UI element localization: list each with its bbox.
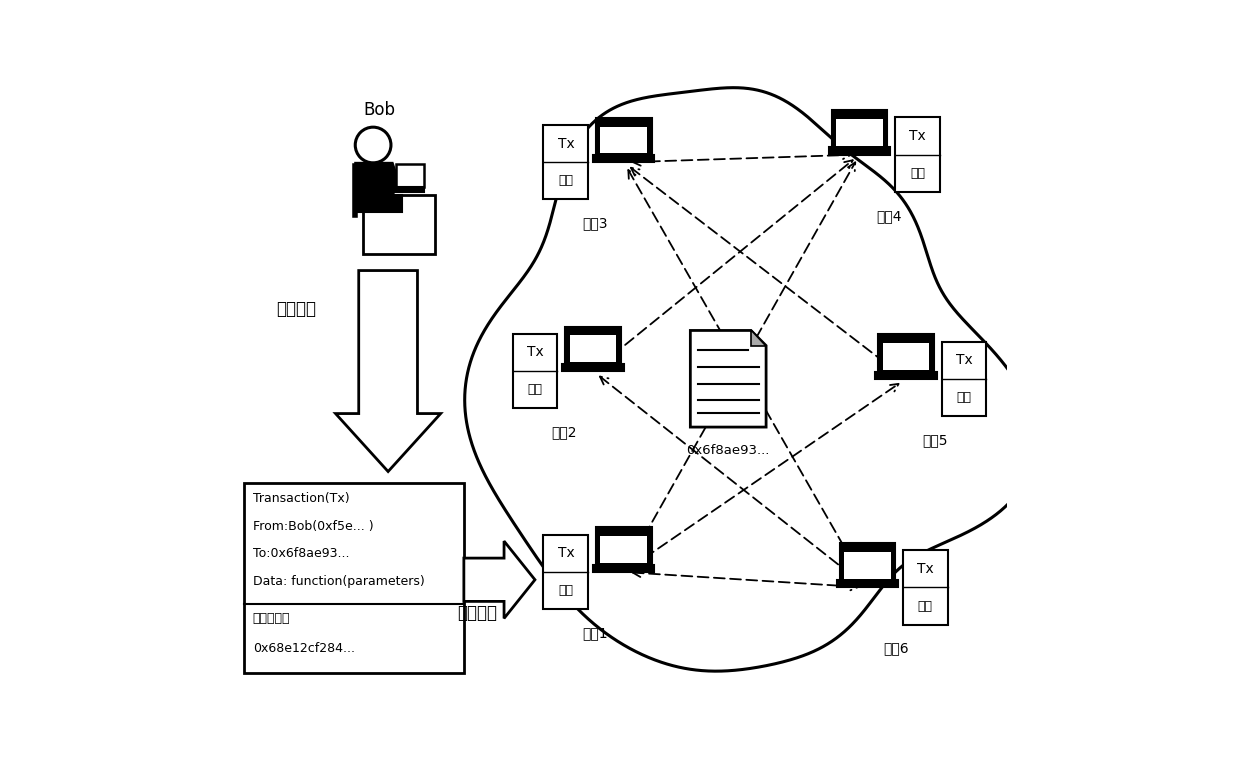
Text: 数字签名：: 数字签名：: [253, 612, 290, 625]
Text: 创建交易: 创建交易: [277, 300, 316, 318]
Polygon shape: [396, 187, 424, 192]
Text: Bob: Bob: [363, 101, 396, 119]
Polygon shape: [396, 165, 424, 187]
FancyBboxPatch shape: [363, 196, 435, 254]
FancyBboxPatch shape: [903, 550, 947, 625]
FancyBboxPatch shape: [844, 552, 890, 578]
FancyBboxPatch shape: [565, 326, 621, 366]
FancyBboxPatch shape: [883, 343, 930, 369]
Text: Tx: Tx: [527, 346, 543, 359]
Text: 签名: 签名: [558, 175, 573, 187]
Text: 节点2: 节点2: [552, 425, 577, 439]
Text: 节点4: 节点4: [875, 209, 901, 223]
FancyBboxPatch shape: [839, 543, 895, 583]
Polygon shape: [691, 331, 766, 427]
FancyBboxPatch shape: [512, 334, 558, 408]
FancyBboxPatch shape: [837, 581, 898, 587]
FancyBboxPatch shape: [832, 110, 888, 150]
Text: 签名: 签名: [910, 167, 925, 179]
FancyBboxPatch shape: [587, 358, 600, 364]
FancyBboxPatch shape: [543, 125, 588, 199]
Text: 节点6: 节点6: [884, 642, 909, 656]
Text: 发送交易: 发送交易: [458, 604, 497, 622]
Text: 签名: 签名: [956, 391, 971, 404]
FancyBboxPatch shape: [593, 565, 655, 572]
Text: 0x68e12cf284...: 0x68e12cf284...: [253, 642, 355, 656]
Polygon shape: [464, 541, 534, 618]
FancyBboxPatch shape: [875, 372, 936, 379]
Text: 签名: 签名: [527, 383, 542, 396]
Text: Tx: Tx: [558, 547, 574, 560]
FancyBboxPatch shape: [830, 148, 890, 155]
Polygon shape: [355, 196, 402, 212]
Text: From:Bob(0xf5e... ): From:Bob(0xf5e... ): [253, 519, 373, 533]
Text: Tx: Tx: [956, 353, 972, 367]
Text: 节点3: 节点3: [582, 216, 608, 230]
FancyBboxPatch shape: [569, 335, 616, 362]
FancyBboxPatch shape: [593, 155, 655, 162]
FancyBboxPatch shape: [243, 483, 464, 673]
FancyBboxPatch shape: [596, 117, 652, 158]
FancyBboxPatch shape: [895, 117, 940, 192]
Text: 签名: 签名: [558, 584, 573, 597]
FancyBboxPatch shape: [543, 535, 588, 609]
Polygon shape: [355, 163, 399, 196]
FancyBboxPatch shape: [899, 366, 913, 372]
FancyBboxPatch shape: [853, 141, 867, 148]
Polygon shape: [751, 331, 766, 346]
Text: 节点5: 节点5: [923, 433, 947, 447]
FancyBboxPatch shape: [600, 127, 647, 153]
Text: 签名: 签名: [918, 600, 932, 612]
Text: Tx: Tx: [558, 137, 574, 151]
FancyBboxPatch shape: [878, 334, 934, 374]
FancyBboxPatch shape: [618, 149, 631, 155]
Polygon shape: [336, 271, 440, 472]
FancyBboxPatch shape: [596, 527, 652, 567]
FancyBboxPatch shape: [836, 119, 883, 145]
Text: Data: function(parameters): Data: function(parameters): [253, 574, 424, 587]
FancyBboxPatch shape: [562, 364, 624, 371]
FancyBboxPatch shape: [941, 342, 986, 416]
Polygon shape: [465, 87, 1035, 671]
Text: Tx: Tx: [909, 129, 926, 143]
FancyBboxPatch shape: [618, 559, 631, 565]
FancyBboxPatch shape: [861, 574, 874, 581]
Text: 节点1: 节点1: [582, 626, 608, 640]
Text: To:0x6f8ae93...: To:0x6f8ae93...: [253, 547, 350, 560]
Text: Transaction(Tx): Transaction(Tx): [253, 492, 350, 506]
FancyBboxPatch shape: [600, 536, 647, 563]
Text: Tx: Tx: [916, 562, 934, 576]
Text: 0x6f8ae93...: 0x6f8ae93...: [687, 444, 770, 458]
